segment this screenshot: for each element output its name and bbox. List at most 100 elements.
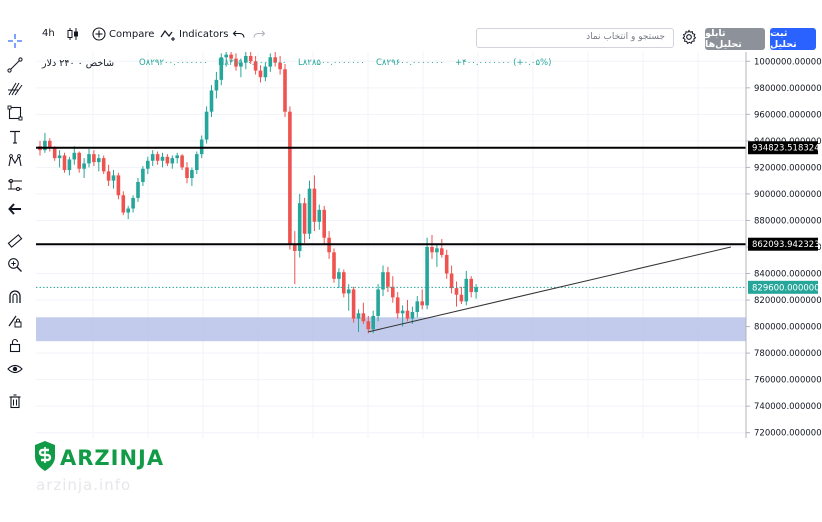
candle-body — [273, 57, 277, 63]
candles-layer — [38, 52, 478, 334]
indicators-button[interactable]: Indicators — [160, 27, 228, 41]
candle-body — [351, 289, 356, 319]
remove-tool[interactable] — [6, 392, 24, 410]
axis-tick-label: 780000.0000000 — [754, 349, 822, 359]
magnet-tool[interactable] — [6, 288, 24, 306]
crosshair-tool[interactable] — [6, 32, 24, 50]
rectangle-tool[interactable] — [6, 104, 24, 122]
indicators-label: Indicators — [179, 28, 229, 40]
candle-body — [307, 188, 312, 234]
candle-body — [415, 301, 420, 312]
save-analysis-button[interactable]: ثبت تحلیل — [770, 28, 816, 50]
candle-body — [111, 175, 116, 181]
candle-body — [381, 272, 385, 290]
candle-body — [425, 246, 429, 306]
fib-tool[interactable] — [6, 80, 24, 98]
candle-body — [474, 287, 478, 293]
demand-zone — [36, 317, 746, 342]
candle-body — [337, 272, 341, 279]
settings-button[interactable] — [681, 29, 697, 45]
top-toolbar: 4h Compare Indicators — [0, 0, 822, 52]
candle-body — [440, 248, 444, 255]
chart-type-button[interactable] — [66, 27, 80, 41]
candle-body — [371, 315, 375, 330]
level-price-tag — [748, 237, 818, 251]
lock-tool[interactable] — [6, 336, 24, 354]
candle-body — [263, 66, 268, 78]
axis-tick-label: 820000.0000000 — [754, 296, 822, 306]
level-price-tag — [748, 141, 818, 155]
layouts-button[interactable]: تابلو تحلیل‌ها — [705, 28, 765, 50]
candle-body — [464, 278, 469, 302]
candle-body — [234, 58, 238, 67]
legend-close: C۸۲۹۶۰۰.۰۰۰۰۰۰۰ — [376, 58, 444, 68]
candle-body — [62, 155, 67, 171]
ruler-tool[interactable] — [6, 232, 24, 250]
candle-body — [430, 246, 434, 253]
candle-body — [175, 155, 179, 159]
axis-tick-label: 920000.0000000 — [754, 163, 822, 173]
candle-body — [43, 140, 47, 151]
legend-low: L۸۲۸۵۰۰.۰۰۰۰۰۰۰ — [298, 58, 365, 68]
indicators-icon — [160, 29, 175, 41]
candle-body — [57, 155, 62, 159]
legend-open: O۸۲۹۲۰۰.۰۰۰۰۰۰۰ — [139, 58, 208, 68]
trend-line-tool[interactable] — [6, 56, 24, 74]
candle-body — [293, 244, 297, 251]
logo-wordmark: ARZINJA — [60, 446, 165, 470]
candle-body — [405, 310, 410, 319]
candle-body — [52, 147, 57, 159]
candle-body — [97, 158, 101, 163]
candle-body — [248, 55, 253, 62]
prediction-tool[interactable] — [6, 176, 24, 194]
candle-body — [312, 188, 317, 222]
candle-body — [356, 313, 361, 319]
zoom-tool[interactable] — [6, 256, 24, 274]
axis-tick-label: 900000.0000000 — [754, 190, 822, 200]
candle-body — [386, 272, 390, 287]
candle-body — [209, 90, 214, 112]
pattern-tool[interactable] — [6, 152, 24, 170]
candle-body — [253, 61, 258, 71]
candle-body — [332, 252, 336, 279]
compare-button[interactable]: Compare — [92, 27, 154, 41]
redo-button[interactable] — [252, 27, 266, 41]
drawing-toolbar — [0, 28, 30, 428]
visibility-tool[interactable] — [6, 360, 24, 378]
candle-body — [297, 203, 302, 251]
candle-body — [283, 69, 287, 112]
symbol-name: شاخص ۰ ۲۴۰ دلار — [42, 58, 115, 69]
candle-body — [322, 209, 326, 238]
candle-body — [170, 158, 175, 164]
candle-body — [131, 197, 135, 209]
current-price-tag — [748, 280, 818, 294]
timeframe-button[interactable]: 4h — [42, 28, 55, 39]
arzinja-logo — [34, 441, 56, 475]
symbol-legend: شاخص ۰ ۲۴۰ دلار — [42, 58, 114, 69]
axis-tick-label: 980000.0000000 — [754, 84, 822, 94]
back-tool[interactable] — [6, 200, 24, 218]
search-placeholder: جستجو و انتخاب نماد — [586, 32, 665, 42]
candle-body — [346, 289, 351, 294]
text-tool[interactable] — [6, 128, 24, 146]
lock-drawings-tool[interactable] — [6, 312, 24, 330]
undo-button[interactable] — [232, 27, 246, 41]
candle-body — [244, 55, 248, 63]
symbol-search-input[interactable]: جستجو و انتخاب نماد — [476, 28, 674, 48]
candle-body — [288, 111, 292, 245]
candle-body — [146, 160, 150, 169]
price-chart[interactable]: 1000000.0000000 980000.0000000 960000.0000… — [36, 52, 822, 438]
candle-body — [155, 154, 160, 161]
axis-tick-label: 960000.0000000 — [754, 110, 822, 120]
candle-body — [126, 208, 130, 213]
redo-icon — [253, 30, 266, 38]
candle-body — [258, 70, 263, 78]
undo-icon — [232, 30, 245, 38]
candle-body — [410, 311, 415, 319]
compare-label: Compare — [109, 28, 155, 40]
eye-icon — [7, 364, 23, 374]
text-icon — [10, 130, 20, 144]
level-price-label: 862093.9423231 — [752, 240, 822, 250]
candle-body — [435, 248, 439, 253]
price-axis-labels: 934823.5183248 862093.9423231 829600.00000… — [748, 141, 822, 294]
